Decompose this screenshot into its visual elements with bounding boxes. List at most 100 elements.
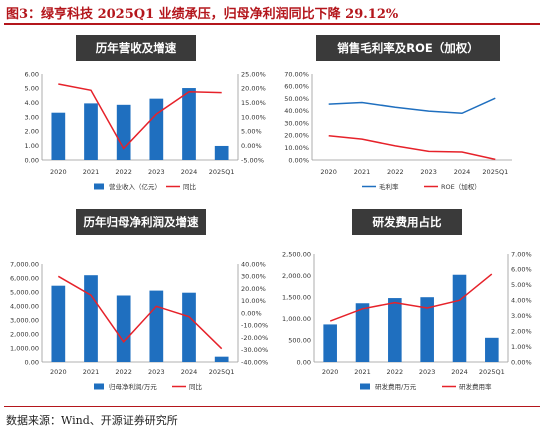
margin-x-tick-label: 2022 — [387, 168, 404, 176]
rd-right-tick-label: 4.00% — [511, 297, 532, 305]
margin-left-tick-label: 10.00% — [284, 144, 309, 152]
profit-x-tick-label: 2020 — [50, 368, 67, 376]
margin-left-tick-label: 0.00% — [288, 156, 309, 164]
profit-chart-title: 历年归母净利润及增速 — [84, 215, 199, 229]
rd-bar — [355, 303, 370, 362]
revenue-left-tick-label: 1.00 — [25, 142, 39, 150]
margin-x-tick-label: 2021 — [354, 168, 371, 176]
revenue-right-tick-label: -5.00% — [241, 156, 264, 164]
margin-left-tick-label: 20.00% — [284, 132, 309, 140]
rd-series-line-1 — [329, 273, 493, 322]
margin-chart-title: 销售毛利率及ROE（加权） — [337, 41, 479, 55]
revenue-left-tick-label: 4.00 — [25, 99, 39, 107]
rd-x-tick-label: 2022 — [387, 368, 404, 376]
data-source: 数据来源：Wind、开源证券研究所 — [6, 414, 178, 427]
rd-bar — [323, 324, 337, 362]
revenue-x-tick-label: 2022 — [115, 168, 132, 176]
profit-left-tick-label: 6,000.00 — [10, 274, 39, 282]
rd-chart-title: 研发费用占比 — [373, 215, 442, 229]
profit-left-tick-label: 1,000.00 — [10, 344, 39, 352]
profit-chart: 历年归母净利润及增速 0.00 1,000.00 2,000.00 3,000.00 4,… — [6, 206, 268, 404]
margin-x-tick-label: 2024 — [454, 168, 471, 176]
margin-left-tick-label: 70.00% — [284, 70, 309, 78]
profit-legend-label: 同比 — [189, 382, 203, 391]
revenue-right-tick-label: 10.00% — [241, 113, 266, 121]
revenue-bar — [84, 103, 98, 160]
profit-left-tick-label: 2,000.00 — [10, 330, 39, 338]
revenue-left-tick-label: 5.00 — [25, 85, 39, 93]
profit-right-tick-label: -10.00% — [241, 322, 268, 330]
margin-x-tick-label: 2023 — [420, 168, 437, 176]
rd-left-tick-label: 1,500.00 — [282, 294, 311, 302]
margin-left-tick-label: 60.00% — [284, 83, 309, 91]
rd-right-tick-label: 2.00% — [511, 327, 532, 335]
profit-left-tick-label: 7,000.00 — [10, 260, 39, 268]
rd-bar — [452, 274, 467, 362]
rd-left-tick-label: 500.00 — [288, 337, 311, 345]
rd-title-banner — [352, 209, 462, 235]
revenue-title-banner — [76, 35, 196, 61]
revenue-bar — [51, 112, 66, 160]
margin-left-tick-label: 40.00% — [284, 107, 309, 115]
revenue-bar — [182, 88, 196, 160]
profit-bar — [214, 356, 229, 362]
title-rule — [4, 23, 540, 25]
profit-x-tick-label: 2025Q1 — [209, 368, 235, 376]
margin-legend-label: 毛利率 — [379, 182, 399, 191]
profit-bar — [51, 285, 66, 362]
margin-left-tick-label: 30.00% — [284, 119, 309, 127]
margin-series-line-0 — [328, 97, 496, 115]
margin-chart: 销售毛利率及ROE（加权） 0.00% 10.00% 20.00% 30.00% 40.0… — [276, 32, 538, 210]
rd-left-tick-label: 0.00 — [297, 358, 311, 366]
rd-chart-svg: 研发费用占比 0.00 500.00 1,000.00 1,500.00 2,000.00… — [282, 209, 532, 391]
revenue-left-tick-label: 2.00 — [25, 128, 39, 136]
rd-right-tick-label: 1.00% — [511, 343, 532, 351]
revenue-right-tick-label: 20.00% — [241, 85, 266, 93]
revenue-x-tick-label: 2024 — [181, 168, 198, 176]
revenue-right-tick-label: 25.00% — [241, 70, 266, 78]
margin-x-tick-label: 2025Q1 — [482, 168, 508, 176]
revenue-x-tick-label: 2023 — [148, 168, 165, 176]
revenue-x-tick-label: 2020 — [50, 168, 67, 176]
rd-x-tick-label: 2024 — [451, 368, 468, 376]
rd-right-tick-label: 3.00% — [511, 312, 532, 320]
revenue-legend-swatch — [94, 183, 104, 190]
rd-x-tick-label: 2020 — [322, 368, 339, 376]
profit-right-tick-label: 30.00% — [241, 273, 266, 281]
revenue-legend-label: 营业收入（亿元） — [109, 182, 161, 191]
revenue-bar — [149, 98, 164, 160]
revenue-chart-svg: 历年营收及增速 0.00 1.00 2.00 3.00 4.00 5.00 6.00 -5.00… — [25, 35, 266, 191]
profit-left-tick-label: 4,000.00 — [10, 302, 39, 310]
profit-left-tick-label: 5,000.00 — [10, 288, 39, 296]
profit-x-tick-label: 2023 — [148, 368, 165, 376]
revenue-x-tick-label: 2021 — [83, 168, 100, 176]
margin-series-line-1 — [328, 134, 496, 161]
profit-right-tick-label: 20.00% — [241, 285, 266, 293]
rd-x-tick-label: 2023 — [419, 368, 436, 376]
rd-legend-label: 研发费用/万元 — [375, 382, 417, 391]
rd-legend-swatch — [360, 383, 370, 390]
margin-x-tick-label: 2020 — [320, 168, 337, 176]
profit-right-tick-label: 40.00% — [241, 260, 266, 268]
rd-x-tick-label: 2021 — [354, 368, 371, 376]
profit-bar — [182, 292, 196, 362]
profit-right-tick-label: -20.00% — [241, 334, 268, 342]
rd-x-tick-label: 2025Q1 — [479, 368, 505, 376]
rd-bar — [388, 298, 402, 362]
profit-x-tick-label: 2024 — [181, 368, 198, 376]
profit-series-line-1 — [57, 275, 223, 350]
profit-bar — [116, 295, 131, 362]
revenue-right-tick-label: 0.00% — [241, 142, 262, 150]
rd-chart: 研发费用占比 0.00 500.00 1,000.00 1,500.00 2,000.00… — [276, 206, 538, 404]
rd-right-tick-label: 7.00% — [511, 250, 532, 258]
profit-left-tick-label: 3,000.00 — [10, 316, 39, 324]
profit-x-tick-label: 2022 — [115, 368, 132, 376]
revenue-right-tick-label: 15.00% — [241, 99, 266, 107]
profit-bar — [149, 290, 164, 362]
figure-title: 图3：绿亨科技 2025Q1 业绩承压，归母净利润同比下降 29.12% — [6, 7, 399, 22]
margin-chart-svg: 销售毛利率及ROE（加权） 0.00% 10.00% 20.00% 30.00% 40.0… — [284, 35, 512, 191]
rd-legend-label: 研发费用率 — [459, 382, 492, 391]
profit-x-tick-label: 2021 — [83, 368, 100, 376]
profit-bar — [84, 275, 98, 362]
revenue-chart-title: 历年营收及增速 — [96, 41, 177, 55]
